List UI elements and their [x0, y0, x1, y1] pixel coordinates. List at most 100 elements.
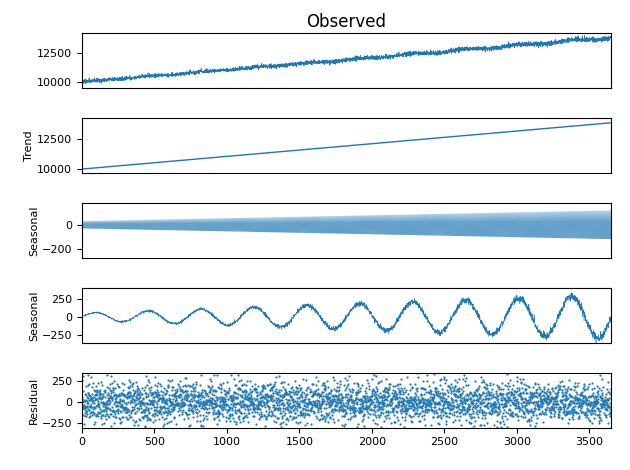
Point	[326, 401, 336, 408]
Point	[559, 383, 570, 390]
Point	[520, 386, 530, 394]
Point	[556, 399, 566, 406]
Point	[173, 401, 183, 409]
Point	[333, 386, 343, 393]
Point	[127, 399, 137, 406]
Point	[249, 405, 259, 412]
Point	[471, 386, 481, 393]
Point	[115, 396, 125, 403]
Point	[435, 411, 445, 418]
Point	[348, 406, 358, 414]
Point	[263, 408, 273, 415]
Point	[479, 421, 489, 429]
Point	[178, 389, 188, 396]
Point	[470, 390, 480, 397]
Point	[300, 405, 310, 413]
Point	[487, 406, 497, 413]
Point	[430, 387, 440, 395]
Point	[134, 395, 144, 402]
Point	[179, 401, 189, 409]
Point	[290, 402, 301, 409]
Point	[598, 398, 608, 405]
Point	[202, 397, 212, 404]
Point	[185, 382, 195, 390]
Point	[586, 407, 596, 414]
Point	[341, 384, 351, 392]
Point	[467, 399, 477, 406]
Point	[282, 416, 292, 423]
Point	[555, 403, 565, 410]
Point	[502, 423, 512, 430]
Point	[413, 373, 423, 381]
Point	[206, 398, 216, 405]
Point	[353, 404, 364, 412]
Point	[277, 386, 287, 394]
Point	[485, 392, 495, 399]
Point	[409, 398, 419, 405]
Point	[419, 415, 429, 423]
Point	[303, 400, 313, 407]
Point	[97, 411, 107, 419]
Point	[490, 404, 500, 411]
Point	[391, 392, 401, 399]
Point	[597, 394, 607, 401]
Point	[590, 399, 600, 407]
Point	[377, 409, 387, 417]
Point	[593, 387, 603, 394]
Point	[583, 414, 593, 422]
Point	[294, 400, 304, 407]
Point	[415, 396, 425, 404]
Point	[517, 401, 527, 408]
Point	[455, 396, 465, 404]
Point	[315, 402, 325, 409]
Point	[430, 410, 440, 417]
Point	[413, 412, 423, 419]
Y-axis label: Residual: Residual	[29, 376, 39, 424]
Point	[343, 415, 353, 423]
Point	[114, 391, 124, 398]
Point	[357, 402, 367, 410]
Point	[329, 405, 340, 412]
Point	[392, 408, 403, 416]
Point	[90, 391, 100, 399]
Point	[231, 394, 241, 401]
Point	[436, 396, 446, 404]
Point	[200, 399, 210, 406]
Point	[467, 399, 477, 407]
Point	[210, 399, 220, 407]
Point	[211, 399, 221, 407]
Point	[141, 373, 151, 380]
Point	[370, 398, 381, 405]
Point	[112, 407, 122, 415]
Point	[83, 407, 93, 415]
Point	[454, 384, 464, 392]
Point	[242, 395, 252, 403]
Point	[413, 417, 423, 425]
Point	[128, 392, 138, 399]
Point	[354, 408, 364, 416]
Point	[290, 414, 301, 421]
Point	[229, 400, 239, 407]
Point	[598, 399, 609, 407]
Point	[563, 419, 573, 427]
Point	[278, 384, 289, 391]
Point	[206, 398, 216, 405]
Point	[337, 393, 347, 400]
Point	[337, 412, 347, 420]
Point	[581, 410, 591, 417]
Point	[489, 402, 499, 410]
Point	[500, 402, 510, 409]
Point	[401, 407, 411, 414]
Point	[353, 388, 364, 396]
Point	[504, 394, 514, 402]
Point	[147, 390, 157, 397]
Point	[443, 382, 453, 390]
Point	[394, 391, 404, 398]
Point	[403, 390, 413, 398]
Point	[442, 403, 452, 410]
Point	[520, 404, 530, 412]
Point	[403, 406, 413, 413]
Point	[315, 391, 325, 399]
Point	[182, 394, 192, 402]
Point	[299, 396, 309, 404]
